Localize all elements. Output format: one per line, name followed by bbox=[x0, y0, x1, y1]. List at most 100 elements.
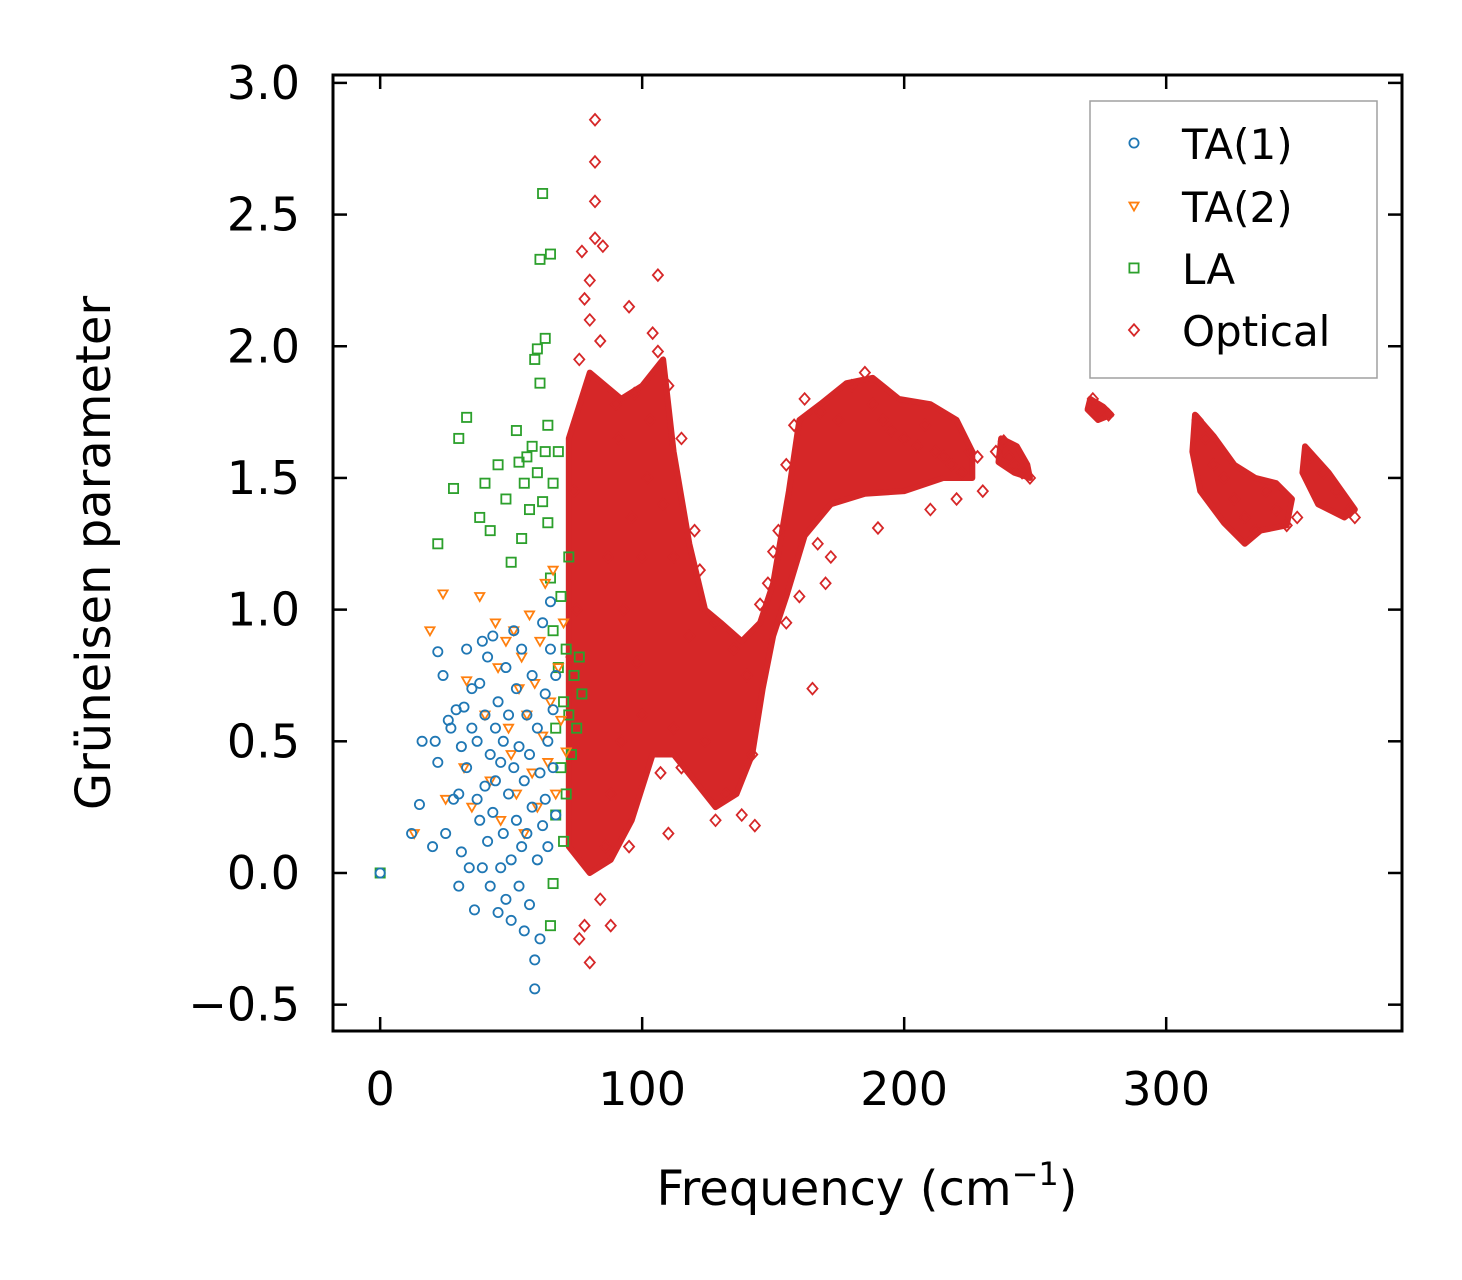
data-point bbox=[432, 756, 444, 768]
data-point bbox=[604, 786, 617, 802]
data-point bbox=[513, 741, 525, 753]
data-point bbox=[534, 767, 546, 779]
data-point bbox=[554, 715, 568, 727]
optical-dense-region bbox=[565, 356, 976, 876]
x-tick-label: 0 bbox=[366, 1062, 395, 1116]
data-point bbox=[1102, 407, 1115, 422]
data-point bbox=[534, 377, 546, 389]
data-point bbox=[544, 643, 556, 655]
legend-label: TA(2) bbox=[1181, 183, 1293, 232]
data-point bbox=[544, 248, 556, 260]
data-point bbox=[492, 906, 504, 918]
data-point bbox=[622, 299, 636, 314]
data-point bbox=[473, 592, 486, 603]
data-point bbox=[489, 722, 501, 734]
data-point bbox=[531, 722, 543, 734]
data-point bbox=[432, 538, 444, 550]
data-point bbox=[552, 446, 564, 458]
data-point bbox=[1304, 449, 1317, 464]
data-point bbox=[555, 762, 567, 774]
data-point bbox=[406, 827, 418, 839]
data-point bbox=[593, 333, 607, 349]
data-point bbox=[502, 723, 515, 735]
data-point bbox=[487, 806, 499, 818]
data-point bbox=[871, 520, 885, 536]
data-point bbox=[740, 668, 754, 683]
data-point bbox=[474, 814, 486, 826]
data-point bbox=[478, 710, 492, 722]
data-point bbox=[468, 904, 480, 916]
data-point bbox=[453, 432, 465, 444]
data-point bbox=[544, 697, 557, 709]
data-point bbox=[567, 483, 581, 499]
data-point bbox=[531, 467, 543, 479]
data-point bbox=[550, 722, 562, 734]
axes bbox=[331, 73, 1404, 1033]
data-point bbox=[531, 854, 543, 866]
data-point bbox=[516, 841, 528, 853]
data-point bbox=[588, 194, 602, 209]
y-axis-ticks: −0.5 0.0 0.5 1.0 1.5 2.0 2.5 3.0 bbox=[188, 56, 1402, 1032]
data-point bbox=[505, 854, 517, 866]
data-point bbox=[1330, 483, 1343, 499]
data-point bbox=[1002, 449, 1016, 464]
data-point bbox=[646, 325, 659, 341]
data-point bbox=[526, 440, 538, 452]
data-point bbox=[667, 549, 680, 565]
data-point bbox=[1207, 457, 1220, 472]
data-point bbox=[609, 397, 623, 412]
data-point bbox=[529, 353, 541, 365]
data-point bbox=[539, 688, 551, 700]
plot-frame bbox=[331, 73, 1404, 1033]
data-point bbox=[955, 465, 969, 480]
data-point bbox=[945, 457, 958, 472]
y-axis-label: Grüneisen parameter bbox=[66, 296, 122, 811]
data-point bbox=[698, 734, 712, 749]
series-la bbox=[374, 188, 588, 932]
data-point bbox=[560, 643, 572, 655]
data-point bbox=[787, 418, 801, 433]
data-point bbox=[1259, 483, 1273, 499]
data-point bbox=[445, 722, 457, 734]
data-point bbox=[560, 747, 573, 759]
data-point bbox=[523, 610, 536, 622]
data-point bbox=[466, 683, 478, 695]
x-axis-label-superscript: −1 bbox=[1012, 1155, 1059, 1193]
y-tick-label: 2.5 bbox=[227, 188, 300, 242]
data-point bbox=[563, 709, 575, 721]
data-point bbox=[558, 696, 570, 708]
data-point bbox=[614, 734, 628, 749]
data-point bbox=[963, 444, 976, 459]
data-point bbox=[641, 470, 654, 486]
data-point bbox=[588, 112, 602, 127]
data-point bbox=[489, 775, 501, 787]
data-point bbox=[492, 696, 504, 708]
data-point bbox=[544, 596, 556, 608]
data-point bbox=[1191, 412, 1204, 428]
data-point bbox=[491, 663, 505, 674]
y-tick-label: −0.5 bbox=[188, 978, 300, 1032]
data-point bbox=[537, 188, 549, 200]
data-point bbox=[937, 449, 950, 464]
data-point bbox=[494, 815, 507, 827]
data-point bbox=[536, 731, 549, 743]
data-point bbox=[1238, 510, 1252, 525]
data-point bbox=[484, 748, 496, 760]
data-point bbox=[806, 681, 819, 696]
data-point bbox=[544, 920, 556, 932]
data-point bbox=[531, 343, 543, 355]
data-point bbox=[601, 549, 615, 565]
data-point bbox=[576, 688, 588, 700]
data-point bbox=[518, 477, 530, 489]
data-point bbox=[811, 536, 824, 551]
data-point bbox=[534, 253, 546, 265]
data-point bbox=[516, 643, 528, 655]
data-point bbox=[439, 794, 452, 806]
data-point bbox=[471, 793, 483, 805]
data-point bbox=[575, 244, 589, 259]
data-point bbox=[772, 523, 785, 538]
data-point bbox=[866, 397, 879, 412]
data-point bbox=[466, 722, 478, 734]
data-point bbox=[1343, 502, 1356, 517]
